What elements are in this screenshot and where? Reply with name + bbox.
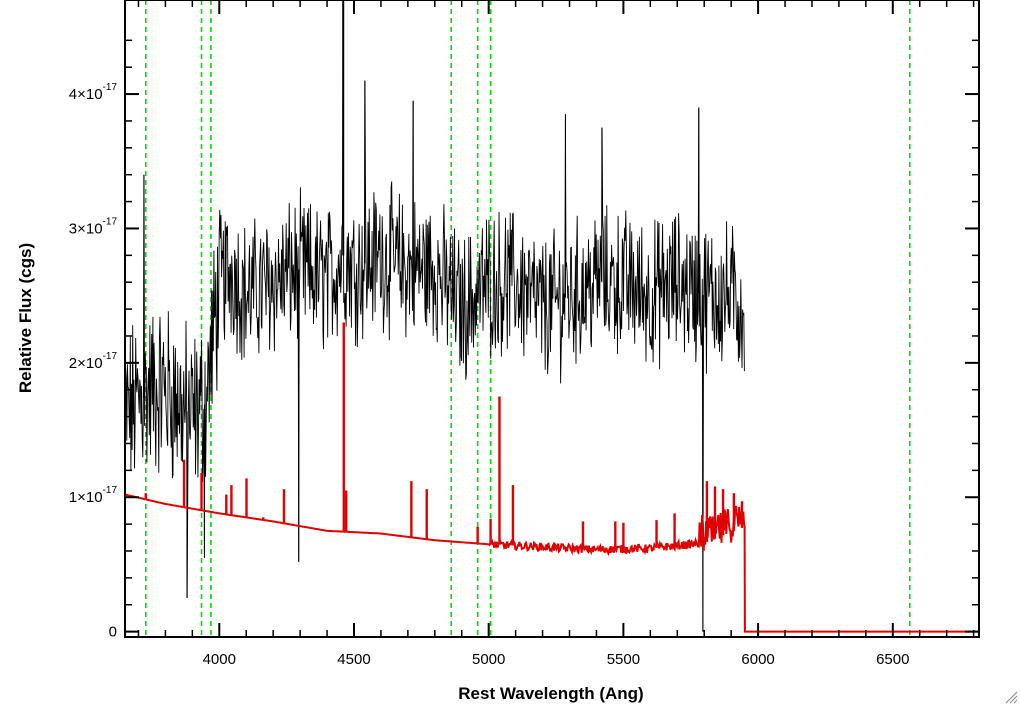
data-layer xyxy=(125,0,979,637)
y-tick-label: 2×10-17 xyxy=(69,351,118,372)
x-tick-label: 4500 xyxy=(337,651,370,668)
y-tick-label: 0 xyxy=(109,624,117,641)
x-tick-label: 6000 xyxy=(741,651,774,668)
y-tick-label: 4×10-17 xyxy=(69,82,118,103)
x-tick-label: 5000 xyxy=(472,651,505,668)
x-tick-label: 5500 xyxy=(607,651,640,668)
resize-grip-icon[interactable] xyxy=(1004,690,1018,704)
y-tick-label: 3×10-17 xyxy=(69,216,118,237)
axes-layer: 4000 4500 5000 5500 6000 6500 0 1×10-17 2×10-17 3… xyxy=(69,0,980,668)
y-tick-label: 1×10-17 xyxy=(69,485,118,506)
y-axis-title: Relative Flux (cgs) xyxy=(16,243,35,393)
x-tick-label: 6500 xyxy=(876,651,909,668)
x-tick-label: 4000 xyxy=(203,651,236,668)
observed-spectrum-line xyxy=(125,0,745,632)
plot-area xyxy=(125,0,979,637)
plot-frame xyxy=(124,0,980,638)
model-spectrum-line xyxy=(125,493,979,633)
x-axis-title: Rest Wavelength (Ang) xyxy=(458,684,643,703)
